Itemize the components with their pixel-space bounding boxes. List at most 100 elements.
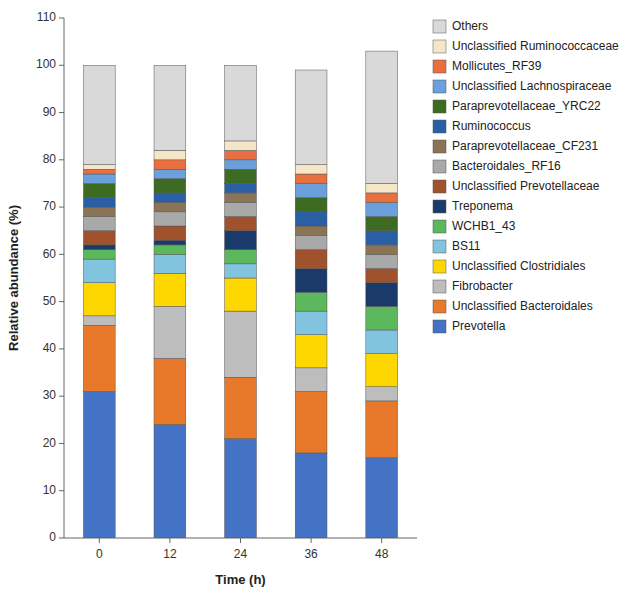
legend-label: Mollicutes_RF39 [452,59,542,73]
legend-label: Fibrobacter [452,279,513,293]
bar-segment [225,231,257,250]
bar-segment [83,183,115,197]
bar-segment [83,391,115,538]
bar-segment [295,269,327,293]
bar-segment [295,165,327,174]
legend-label: Bacteroidales_RF16 [452,159,561,173]
y-tick [59,490,64,491]
bar-segment [154,179,186,193]
bar-segment [366,306,398,330]
bar-segment [366,193,398,202]
y-axis: 0102030405060708090100110 [36,10,64,544]
bar-segment [295,250,327,269]
legend-swatch [433,140,446,153]
bar-segment [295,198,327,212]
legend-label: Unclassified Prevotellaceae [452,179,600,193]
y-tick [59,207,64,208]
legend-swatch [433,240,446,253]
bar-segment [366,231,398,245]
legend-label: Unclassified Lachnospiraceae [452,79,612,93]
legend-swatch [433,60,446,73]
x-axis-label: Time (h) [215,572,265,587]
bar-segment [154,254,186,273]
bar-segment [225,150,257,159]
bar-segment [83,65,115,164]
legend-swatch [433,160,446,173]
x-tick-label: 48 [375,547,389,561]
bar-segment [154,202,186,211]
legend-label: Others [452,19,488,33]
bar-segment [83,198,115,207]
y-tick-label: 100 [36,57,56,71]
legend-swatch [433,100,446,113]
x-tick-label: 0 [96,547,103,561]
bar-segment [83,174,115,183]
y-tick-label: 60 [43,247,57,261]
y-tick-label: 50 [43,294,57,308]
x-tick [99,538,100,543]
y-tick [59,538,64,539]
bar-segment [225,439,257,538]
bar-segment [83,259,115,283]
y-tick [59,443,64,444]
y-tick [59,65,64,66]
legend-swatch [433,280,446,293]
bar-segment [154,240,186,245]
bar-segment [225,141,257,150]
bar-segment [225,169,257,183]
bar-segment [225,311,257,377]
y-tick-label: 40 [43,341,57,355]
y-axis-label: Relative abundance (%) [6,205,21,351]
y-tick [59,18,64,19]
bar-segment [366,330,398,354]
bar-segment [83,283,115,316]
chart: 0102030405060708090100110012243648Time (… [0,0,639,600]
bar-segment [295,453,327,538]
y-tick-label: 80 [43,152,57,166]
x-tick-label: 12 [163,547,177,561]
bar-segment [154,150,186,159]
y-axis-line [64,18,65,538]
legend-swatch [433,320,446,333]
legend-label: Treponema [452,199,513,213]
bar-segment [225,160,257,169]
legend-label: BS11 [452,239,481,253]
legend-swatch [433,220,446,233]
x-tick-label: 24 [234,547,248,561]
bar-segment [83,217,115,231]
bar-segment [366,387,398,401]
legend-label: Unclassified Clostridiales [452,259,585,273]
bar-segment [83,316,115,325]
y-tick-label: 20 [43,436,57,450]
legend-label: WCHB1_43 [452,219,516,233]
y-tick [59,348,64,349]
bar-segment [366,217,398,231]
bar-segment [366,202,398,216]
legend-swatch [433,20,446,33]
legend-label: Unclassified Ruminococcaceae [452,39,619,53]
y-tick-label: 10 [43,483,57,497]
bar-segment [225,264,257,278]
bar-segment [366,51,398,183]
bar-segment [295,212,327,226]
bar-segment [83,325,115,391]
bar-segment [83,231,115,245]
bar-segment [295,368,327,392]
bar-segment [295,183,327,197]
bar-segment [154,245,186,254]
x-tick-label: 36 [304,547,318,561]
bar-segment [225,183,257,192]
bar-segment [154,160,186,169]
legend: Others Unclassified Ruminococcaceae Mollic… [433,19,619,333]
bar-segment [295,174,327,183]
legend-label: Ruminococcus [452,119,531,133]
y-tick-label: 90 [43,105,57,119]
bar-segment [225,202,257,216]
y-tick [59,301,64,302]
bar-segment [295,70,327,165]
bar-segment [225,278,257,311]
legend-swatch [433,200,446,213]
bar-segment [295,292,327,311]
bar-segment [83,207,115,216]
legend-swatch [433,80,446,93]
